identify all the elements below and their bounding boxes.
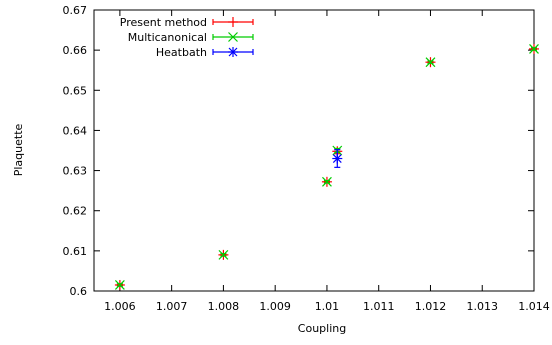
series-layer <box>114 43 539 290</box>
y-tick-label: 0.65 <box>63 84 88 97</box>
marker-stroke <box>529 44 539 54</box>
x-axis-title: Coupling <box>298 322 346 335</box>
data-point <box>218 249 229 260</box>
legend-entry-present-method: Present method <box>120 16 254 29</box>
series-heatbath <box>332 149 343 168</box>
y-tick-label: 0.6 <box>70 285 88 298</box>
x-tick-label: 1.012 <box>415 300 447 313</box>
y-tick-label: 0.64 <box>63 124 88 137</box>
x-tick-label: 1.008 <box>208 300 240 313</box>
marker-stroke <box>228 47 238 57</box>
data-point <box>332 153 343 164</box>
data-point <box>322 176 332 187</box>
y-axis: 0.6 0.61 0.62 0.63 0.64 0.65 0.66 0.67 <box>63 4 534 298</box>
legend-marker <box>228 32 238 42</box>
plot-border <box>93 9 535 292</box>
legend-label: Heatbath <box>156 46 207 59</box>
plot-frame <box>93 9 535 292</box>
x-axis: 1.006 1.007 1.008 1.009 1.01 1.011 1.012 1.013 1… <box>104 10 550 313</box>
marker-stroke <box>114 280 125 290</box>
y-axis-title: Plaquette <box>12 123 25 176</box>
x-tick-label: 1.011 <box>363 300 395 313</box>
legend-entry-multicanonical: Multicanonical <box>128 31 254 44</box>
x-tick-label: 1.007 <box>156 300 188 313</box>
legend-marker <box>228 47 238 57</box>
legend-label: Multicanonical <box>128 31 207 44</box>
y-tick-label: 0.61 <box>63 245 88 258</box>
data-point <box>529 44 539 54</box>
x-tick-label: 1.013 <box>466 300 498 313</box>
marker-stroke <box>322 176 332 187</box>
legend: Present method Multicanonical Heatbath <box>120 16 254 59</box>
marker-stroke <box>425 57 436 68</box>
marker-stroke <box>332 154 342 163</box>
y-tick-label: 0.67 <box>63 4 88 17</box>
legend-marker <box>228 17 238 27</box>
marker-stroke <box>228 32 238 42</box>
data-point <box>114 280 125 290</box>
legend-label: Present method <box>120 16 207 29</box>
x-tick-label: 1.009 <box>259 300 291 313</box>
data-point <box>425 57 436 68</box>
y-tick-label: 0.63 <box>63 165 88 178</box>
legend-entry-heatbath: Heatbath <box>156 46 254 59</box>
x-tick-label: 1.01 <box>315 300 340 313</box>
x-tick-label: 1.006 <box>104 300 136 313</box>
y-tick-label: 0.62 <box>63 205 88 218</box>
x-tick-label: 1.014 <box>518 300 550 313</box>
marker-stroke <box>218 249 229 260</box>
series-present-method <box>114 43 539 290</box>
y-tick-label: 0.66 <box>63 44 88 57</box>
series-multicanonical <box>114 44 539 290</box>
